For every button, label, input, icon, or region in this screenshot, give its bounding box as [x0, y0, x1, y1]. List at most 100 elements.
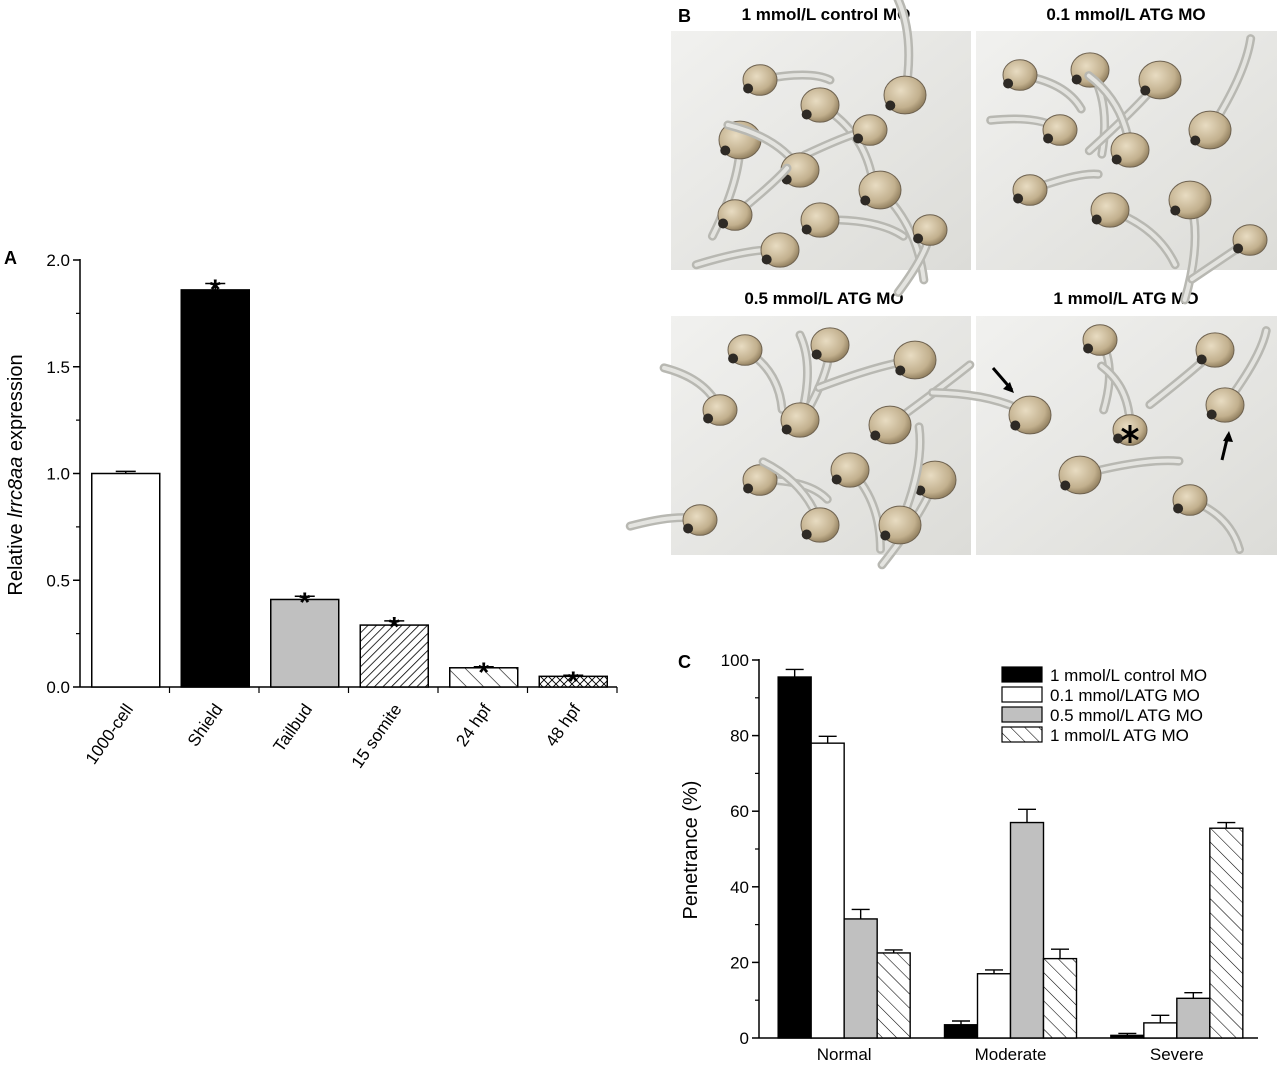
- embryo-eye: [1140, 85, 1151, 96]
- embryo-eye: [1091, 214, 1102, 225]
- chart-c-y-tick-label: 20: [730, 953, 749, 972]
- chart-a-x-axis: 1000-cell Shield Tailbud 15 somite 24 hpf 48 …: [80, 686, 618, 772]
- chart-c-legend-label: 0.1 mmol/LATG MO: [1050, 686, 1200, 705]
- chart-c-x-axis: Normal Moderate Severe: [759, 1037, 1258, 1064]
- chart-c: Penetrance (%) 0 20 40 60 80 100 Normal Modera…: [680, 651, 1258, 1064]
- chart-a-bars: * * * * *: [91, 273, 608, 696]
- chart-a-x-tick-label: 15 somite: [348, 700, 406, 771]
- embryo-eye: [683, 523, 694, 534]
- chart-c-bar: [876, 952, 911, 1039]
- embryo-eye: [870, 430, 881, 441]
- embryo-eye: [801, 109, 812, 120]
- embryo-eye: [831, 474, 842, 485]
- chart-c-legend-label: 1 mmol/L ATG MO: [1050, 726, 1189, 745]
- embryo-photo: [625, 316, 975, 570]
- chart-a-y-tick-label: 0.0: [46, 678, 70, 697]
- chart-a-y-tick-label: 0.5: [46, 571, 70, 590]
- embryo-eye: [1013, 193, 1024, 204]
- chart-c-y-axis: 0 20 40 60 80 100: [721, 651, 760, 1048]
- chart-a-x-tick-label: 48 hpf: [542, 700, 585, 750]
- chart-c-legend-label: 0.5 mmol/L ATG MO: [1050, 706, 1203, 725]
- chart-a-bar: [180, 289, 250, 688]
- embryo-eye: [1206, 409, 1217, 420]
- chart-a-significance-star: *: [210, 273, 221, 304]
- photo-title-4: 1 mmol/L ATG MO: [1053, 289, 1198, 308]
- embryo-eye: [801, 224, 812, 235]
- chart-c-y-tick-label: 100: [721, 651, 749, 670]
- embryo-eye: [880, 530, 891, 541]
- embryo-eye: [1196, 354, 1207, 365]
- embryo-eye: [743, 483, 754, 494]
- chart-c-bar: [1042, 957, 1078, 1039]
- chart-a-x-tick-label: Tailbud: [270, 700, 316, 755]
- embryo-eye: [781, 424, 792, 435]
- embryo-eye: [720, 145, 731, 156]
- embryo-eye: [1003, 78, 1014, 89]
- chart-c-bar: [1110, 1034, 1145, 1039]
- embryo-eye: [913, 233, 924, 244]
- embryo-eye: [1010, 420, 1021, 431]
- chart-a: Relative lrrc8aa expression 0.0 0.5 1.0 1.5…: [5, 251, 618, 772]
- chart-c-legend-swatch: [1001, 666, 1043, 683]
- chart-c-y-tick-label: 80: [730, 727, 749, 746]
- chart-a-x-tick-label: Shield: [184, 700, 227, 750]
- chart-c-legend-swatch: [1001, 686, 1043, 703]
- embryo-eye: [718, 218, 729, 229]
- panel-letter-a: A: [4, 248, 17, 268]
- embryo-eye: [1060, 480, 1071, 491]
- chart-a-y-tick-label: 2.0: [46, 251, 70, 270]
- embryo-eye: [811, 349, 822, 360]
- embryo-eye: [703, 413, 714, 424]
- panel-letter-c: C: [678, 652, 691, 672]
- embryo-eye: [1043, 133, 1054, 144]
- embryo-eye: [761, 254, 772, 265]
- chart-a-significance-star: *: [478, 657, 489, 688]
- embryo-eye: [1111, 154, 1122, 165]
- chart-c-legend-swatch: [1001, 726, 1043, 743]
- photo-panel-b: 1 mmol/L control MO 0.1 mmol/L ATG MO 0.…: [625, 0, 1277, 570]
- embryo-eye: [1173, 503, 1184, 514]
- chart-a-ylabel-part: Relative: [5, 518, 27, 596]
- embryo-eye: [743, 83, 754, 94]
- embryo-photo: [928, 316, 1277, 555]
- chart-a-y-tick-label: 1.5: [46, 358, 70, 377]
- embryo-eye: [1113, 433, 1124, 444]
- arrow-head-icon: [1223, 431, 1233, 442]
- chart-c-x-tick-label: Normal: [817, 1045, 872, 1064]
- photo-title-1: 1 mmol/L control MO: [742, 5, 911, 24]
- embryo-eye: [860, 195, 871, 206]
- chart-c-y-tick-label: 60: [730, 802, 749, 821]
- embryo-eye: [1233, 243, 1244, 254]
- chart-c-legend: 1 mmol/L control MO0.1 mmol/LATG MO0.5 m…: [1001, 666, 1207, 745]
- chart-c-ylabel: Penetrance (%): [680, 781, 702, 920]
- panel-letter-b: B: [678, 6, 691, 26]
- embryo-eye: [885, 100, 896, 111]
- chart-c-legend-swatch: [1001, 706, 1043, 723]
- chart-a-ylabel-gene: lrrc8aa: [5, 457, 27, 518]
- chart-c-legend-label: 1 mmol/L control MO: [1050, 666, 1207, 685]
- embryo-eye: [1071, 74, 1082, 85]
- embryo-photo: [976, 31, 1277, 305]
- chart-c-bar: [810, 742, 845, 1039]
- embryo-eye: [853, 133, 864, 144]
- chart-a-y-tick-label: 1.0: [46, 465, 70, 484]
- embryo-eye: [1190, 135, 1201, 146]
- chart-a-significance-star: *: [299, 586, 310, 617]
- chart-c-bars: [777, 668, 1244, 1039]
- chart-a-x-tick-label: 1000-cell: [82, 700, 137, 767]
- chart-c-bar: [1009, 821, 1045, 1039]
- chart-c-y-tick-label: 0: [740, 1029, 749, 1048]
- embryo-eye: [915, 485, 926, 496]
- embryo-eye: [1083, 343, 1094, 354]
- chart-c-x-tick-label: Severe: [1150, 1045, 1204, 1064]
- chart-c-x-tick-label: Moderate: [975, 1045, 1047, 1064]
- chart-a-significance-star: *: [389, 611, 400, 642]
- chart-a-bar: [359, 624, 429, 688]
- chart-a-x-tick-label: 24 hpf: [452, 700, 495, 750]
- embryo-eye: [895, 365, 906, 376]
- chart-c-y-tick-label: 40: [730, 878, 749, 897]
- chart-c-bar: [1209, 827, 1244, 1039]
- embryo-eye: [728, 353, 739, 364]
- asterisk-icon: [1121, 425, 1139, 443]
